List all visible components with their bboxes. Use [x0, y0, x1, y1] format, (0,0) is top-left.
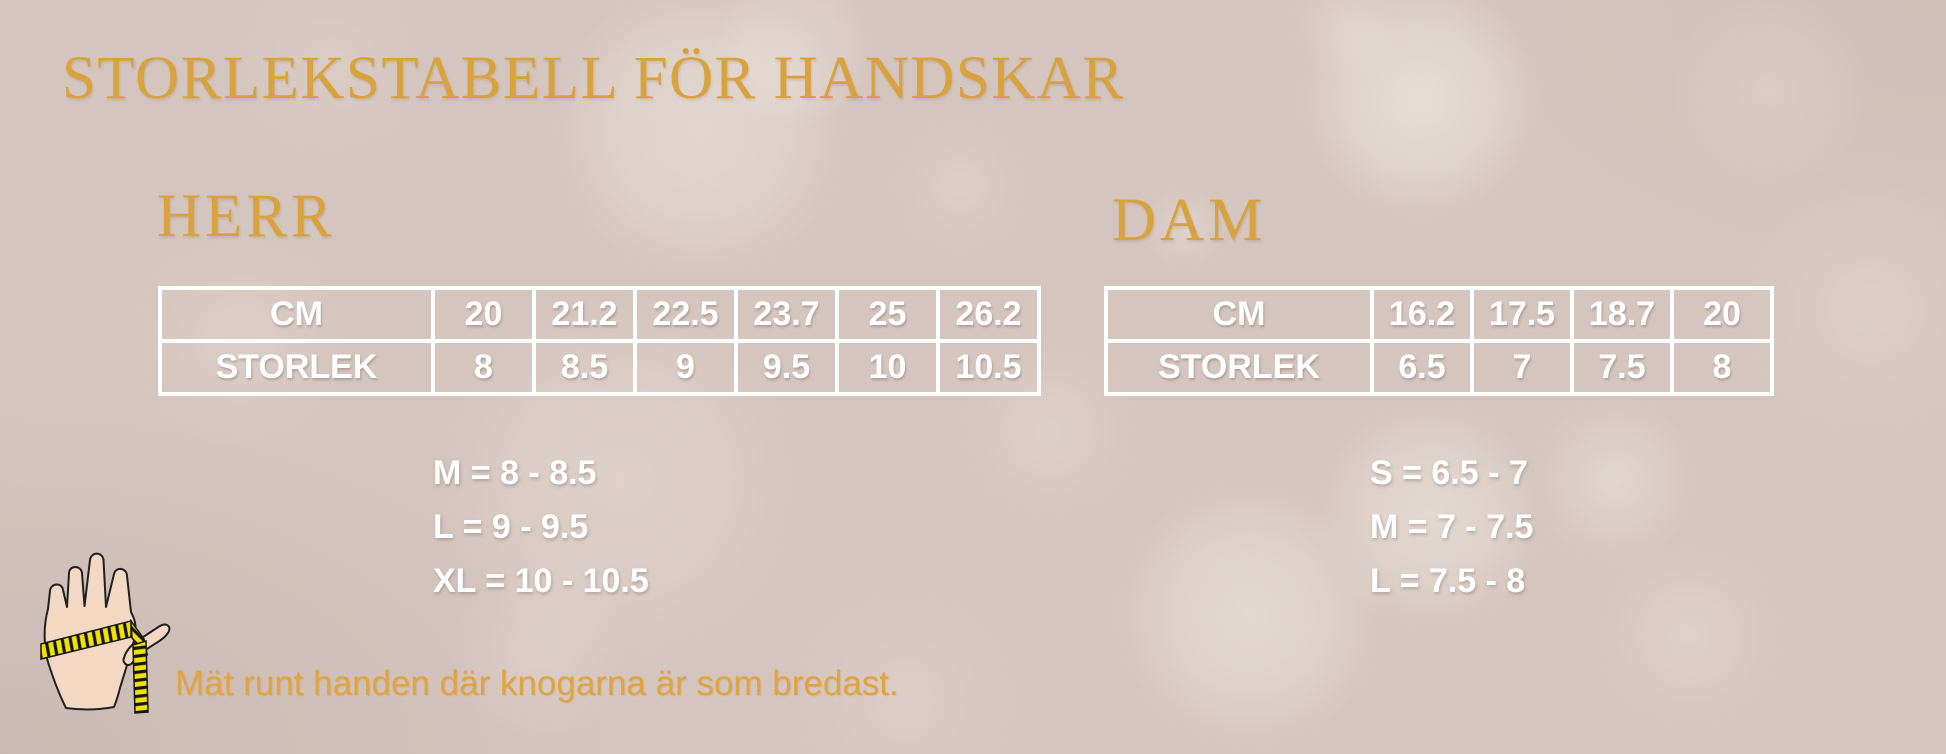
table-cell: 7 [1470, 339, 1574, 396]
herr-size-table: CM 20 21.2 22.5 23.7 25 26.2 STORLEK 8 8… [158, 286, 1041, 396]
tape-tail [132, 639, 149, 714]
table-cell: 16.2 [1370, 286, 1474, 343]
table-cell: 21.2 [532, 286, 637, 343]
herr-cm-row: CM 20 21.2 22.5 23.7 25 26.2 [158, 286, 1041, 343]
table-cell: 20 [1670, 286, 1774, 343]
table-cell: 8 [431, 339, 536, 396]
table-cell: 6.5 [1370, 339, 1474, 396]
dam-size-table: CM 16.2 17.5 18.7 20 STORLEK 6.5 7 7.5 8 [1104, 286, 1774, 396]
table-cell: 10.5 [936, 339, 1041, 396]
dam-size-l: L = 7.5 - 8 [1370, 562, 1526, 600]
table-cell: 18.7 [1570, 286, 1674, 343]
dam-size-groups: S = 6.5 - 7 M = 7 - 7.5 L = 7.5 - 8 [1370, 446, 1533, 608]
herr-cm-label: CM [158, 286, 435, 343]
herr-heading: HERR [157, 183, 336, 250]
herr-size-l: L = 9 - 9.5 [433, 508, 589, 546]
table-cell: 7.5 [1570, 339, 1674, 396]
herr-storlek-label: STORLEK [158, 339, 435, 396]
table-cell: 8.5 [532, 339, 637, 396]
table-cell: 20 [431, 286, 536, 343]
dam-storlek-row: STORLEK 6.5 7 7.5 8 [1104, 339, 1774, 396]
dam-cm-label: CM [1104, 286, 1374, 343]
hand-with-measuring-tape-icon [40, 552, 171, 714]
tape-band [40, 620, 132, 660]
table-cell: 25 [835, 286, 940, 343]
dam-cm-row: CM 16.2 17.5 18.7 20 [1104, 286, 1774, 343]
table-cell: 9 [633, 339, 738, 396]
measuring-instruction: Mät runt handen där knogarna är som bred… [175, 664, 899, 703]
dam-storlek-label: STORLEK [1104, 339, 1374, 396]
table-cell: 9.5 [734, 339, 839, 396]
herr-size-xl: XL = 10 - 10.5 [433, 562, 649, 600]
table-cell: 23.7 [734, 286, 839, 343]
herr-storlek-row: STORLEK 8 8.5 9 9.5 10 10.5 [158, 339, 1041, 396]
table-cell: 17.5 [1470, 286, 1574, 343]
page-title: STORLEKSTABELL FÖR HANDSKAR [62, 45, 1125, 112]
dam-size-m: M = 7 - 7.5 [1370, 508, 1534, 546]
table-cell: 10 [835, 339, 940, 396]
herr-size-m: M = 8 - 8.5 [433, 454, 597, 492]
table-cell: 8 [1670, 339, 1774, 396]
dam-size-s: S = 6.5 - 7 [1370, 454, 1528, 492]
table-cell: 26.2 [936, 286, 1041, 343]
dam-heading: DAM [1112, 187, 1267, 254]
herr-size-groups: M = 8 - 8.5 L = 9 - 9.5 XL = 10 - 10.5 [433, 446, 649, 608]
table-cell: 22.5 [633, 286, 738, 343]
